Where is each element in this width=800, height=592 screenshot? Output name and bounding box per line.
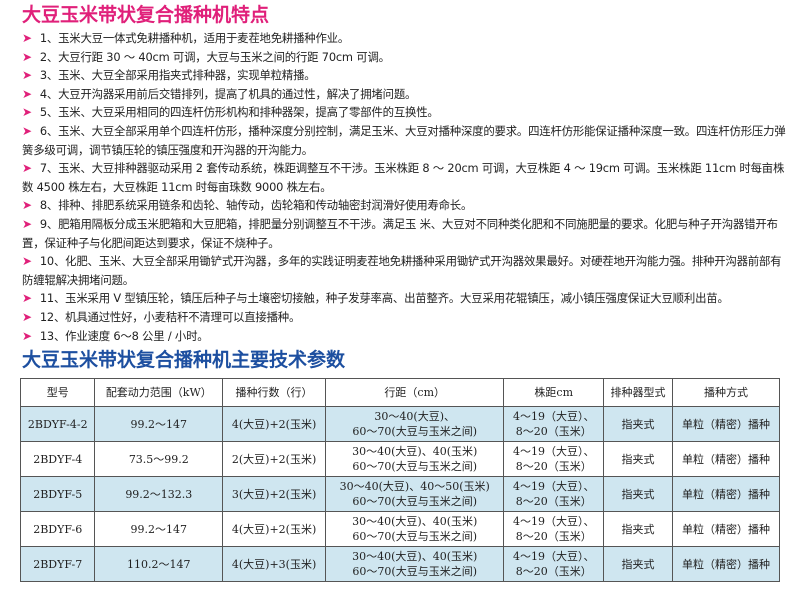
feature-item: ➤ 8、排种、排肥系统采用链条和齿轮、轴传动，齿轮箱和传动轴密封润滑好使用寿命长。 [22,196,792,215]
table-cell: 30～40(大豆)、40(玉米) 60～70(大豆与玉米之间) [324,511,505,548]
feature-text: 12、机具通过性好，小麦秸秆不清理可以直接播种。 [39,309,301,324]
column-header: 播种行数（行） [222,378,326,408]
table-cell: 99.2～147 [94,406,224,443]
column-header: 播种方式 [671,378,781,408]
feature-text: 5、玉米、大豆采用相同的四连杆仿形机构和排种器架，提高了零部件的互换性。 [39,105,439,120]
feature-text: 3、玉米、大豆全部采用指夹式排种器，实现单粒精播。 [39,68,316,83]
table-cell: 指夹式 [602,406,673,443]
column-header: 株距cm [503,378,604,408]
table-cell: 4(大豆)+2(玉米) [222,511,326,548]
table-cell: 指夹式 [602,441,673,478]
feature-item: ➤ 12、机具通过性好，小麦秸秆不清理可以直接播种。 [22,308,792,327]
feature-item: ➤ 5、玉米、大豆采用相同的四连杆仿形机构和排种器架，提高了零部件的互换性。 [22,103,792,122]
table-row: 2BDYF-4 73.5～99.2 2(大豆)+2(玉米) 30～40(大豆)、40(… [19,441,781,478]
column-header: 行距（cm） [324,378,505,408]
feature-text: 8、排种、排肥系统采用链条和齿轮、轴传动，齿轮箱和传动轴密封润滑好使用寿命长。 [39,198,473,213]
table-cell: 110.2～147 [94,546,224,583]
feature-item: ➤ 13、作业速度 6～8 公里 / 小时。 [22,327,792,346]
table-cell: 4(大豆)+2(玉米) [222,406,326,443]
table-row: 2BDYF-5 99.2～132.3 3(大豆)+2(玉米) 30～40(大豆)、40… [19,476,781,513]
table-cell: 30～40(大豆)、40～50(玉米) 60～70(大豆与玉米之间) [324,476,505,513]
arrow-right-icon: ➤ [22,49,32,64]
table-row: 2BDYF-7 110.2～147 4(大豆)+3(玉米) 30～40(大豆)、40(… [19,546,781,583]
table-cell: 99.2～147 [94,511,224,548]
table-cell: 单粒（精密）播种 [671,476,781,513]
arrow-right-icon: ➤ [22,216,32,231]
table-cell: 2BDYF-6 [19,511,96,548]
arrow-right-icon: ➤ [22,68,32,83]
feature-text: 7、玉米、大豆排种器驱动采用 2 套传动系统，株距调整互不干涉。玉米株距 8 ～… [22,161,785,194]
feature-text: 4、大豆开沟器采用前后交错排列，提高了机具的通过性，解决了拥堵问题。 [39,86,417,101]
table-cell: 2(大豆)+2(玉米) [222,441,326,478]
feature-item: ➤ 3、玉米、大豆全部采用指夹式排种器，实现单粒精播。 [22,66,792,85]
feature-item: ➤ 4、大豆开沟器采用前后交错排列，提高了机具的通过性，解决了拥堵问题。 [22,85,792,104]
feature-text: 1、玉米大豆一体式免耕播种机，适用于麦茬地免耕播种作业。 [39,31,350,45]
table-cell: 4～19（大豆）、 8～20（玉米） [503,511,604,548]
feature-item: ➤ 6、玉米、大豆全部采用单个四连杆仿形，播种深度分别控制，满足玉米、大豆对播种深… [22,122,792,159]
table-cell: 73.5～99.2 [94,441,224,478]
arrow-right-icon: ➤ [22,309,32,324]
arrow-right-icon: ➤ [22,254,32,269]
arrow-right-icon: ➤ [22,161,32,176]
column-header: 型号 [19,378,96,408]
table-cell: 4～19（大豆）、 8～20（玉米） [503,441,604,478]
table-cell: 4～19（大豆）、 8～20（玉米） [503,546,604,583]
table-cell: 2BDYF-5 [19,476,96,513]
specs-table: 型号 配套动力范围（kW） 播种行数（行） 行距（cm） 株距cm 排种器型式 播种方式 2… [19,378,781,583]
feature-text: 2、大豆行距 30 ～ 40cm 可调，大豆与玉米之间的行距 70cm 可调。 [39,49,390,64]
feature-text: 6、玉米、大豆全部采用单个四连杆仿形，播种深度分别控制，满足玉米、大豆对播种深度… [22,123,786,157]
table-cell: 99.2～132.3 [94,476,224,513]
table-cell: 30～40(大豆)、40(玉米) 60～70(大豆与玉米之间) [324,546,505,583]
arrow-right-icon: ➤ [22,86,32,101]
table-cell: 单粒（精密）播种 [671,511,781,548]
arrow-right-icon: ➤ [22,328,32,343]
feature-item: ➤ 9、肥箱用隔板分成玉米肥箱和大豆肥箱，排肥量分别调整互不干涉。满足玉 米、大豆… [22,215,792,252]
table-cell: 2BDYF-4 [19,441,96,478]
column-header: 排种器型式 [602,378,673,408]
table-cell: 指夹式 [602,511,673,548]
table-cell: 4(大豆)+3(玉米) [222,546,326,583]
feature-text: 10、化肥、玉米、大豆全部采用锄铲式开沟器，多年的实践证明麦茬地免耕播种采用锄铲… [22,254,782,287]
feature-item: ➤ 7、玉米、大豆排种器驱动采用 2 套传动系统，株距调整互不干涉。玉米株距 8 … [22,159,792,196]
table-cell: 4～19（大豆）、 8～20（玉米） [503,406,604,443]
table-row: 2BDYF-6 99.2～147 4(大豆)+2(玉米) 30～40(大豆)、40(玉… [19,511,781,548]
table-cell: 2BDYF-4-2 [19,406,96,443]
table-cell: 30～40(大豆)、 60～70(大豆与玉米之间) [324,406,505,443]
table-cell: 单粒（精密）播种 [671,406,781,443]
arrow-right-icon: ➤ [22,198,32,213]
specs-title: 大豆玉米带状复合播种机主要技术参数 [22,349,346,372]
table-cell: 4～19（大豆）、 8～20（玉米） [503,476,604,513]
table-cell: 单粒（精密）播种 [671,546,781,583]
table-cell: 3(大豆)+2(玉米) [222,476,326,513]
table-cell: 单粒（精密）播种 [671,441,781,478]
arrow-right-icon: ➤ [22,31,32,45]
feature-item: ➤ 11、玉米采用 V 型镇压轮，镇压后种子与土壤密切接触，种子发芽率高、出苗整齐… [22,289,792,308]
feature-text: 11、玉米采用 V 型镇压轮，镇压后种子与土壤密切接触，种子发芽率高、出苗整齐。… [39,291,729,306]
arrow-right-icon: ➤ [22,105,32,120]
feature-item: ➤ 10、化肥、玉米、大豆全部采用锄铲式开沟器，多年的实践证明麦茬地免耕播种采用锄… [22,252,792,289]
arrow-right-icon: ➤ [22,291,32,306]
table-cell: 30～40(大豆)、40(玉米) 60～70(大豆与玉米之间) [324,441,505,478]
feature-text: 13、作业速度 6～8 公里 / 小时。 [39,328,209,343]
column-header: 配套动力范围（kW） [94,378,224,408]
feature-text: 9、肥箱用隔板分成玉米肥箱和大豆肥箱，排肥量分别调整互不干涉。满足玉 米、大豆对… [22,216,778,250]
table-header-row: 型号 配套动力范围（kW） 播种行数（行） 行距（cm） 株距cm 排种器型式 播种方式 [19,378,781,408]
table-row: 2BDYF-4-2 99.2～147 4(大豆)+2(玉米) 30～40(大豆)、 6… [19,406,781,443]
features-title: 大豆玉米带状复合播种机特点 [22,4,270,26]
features-list: ➤ 1、玉米大豆一体式免耕播种机，适用于麦茬地免耕播种作业。 ➤ 2、大豆行距 30 … [22,29,792,345]
table-cell: 指夹式 [602,476,673,513]
feature-item: ➤ 2、大豆行距 30 ～ 40cm 可调，大豆与玉米之间的行距 70cm 可调。 [22,48,792,67]
table-cell: 2BDYF-7 [19,546,96,583]
arrow-right-icon: ➤ [22,123,32,138]
table-cell: 指夹式 [602,546,673,583]
feature-item: ➤ 1、玉米大豆一体式免耕播种机，适用于麦茬地免耕播种作业。 [22,29,792,48]
